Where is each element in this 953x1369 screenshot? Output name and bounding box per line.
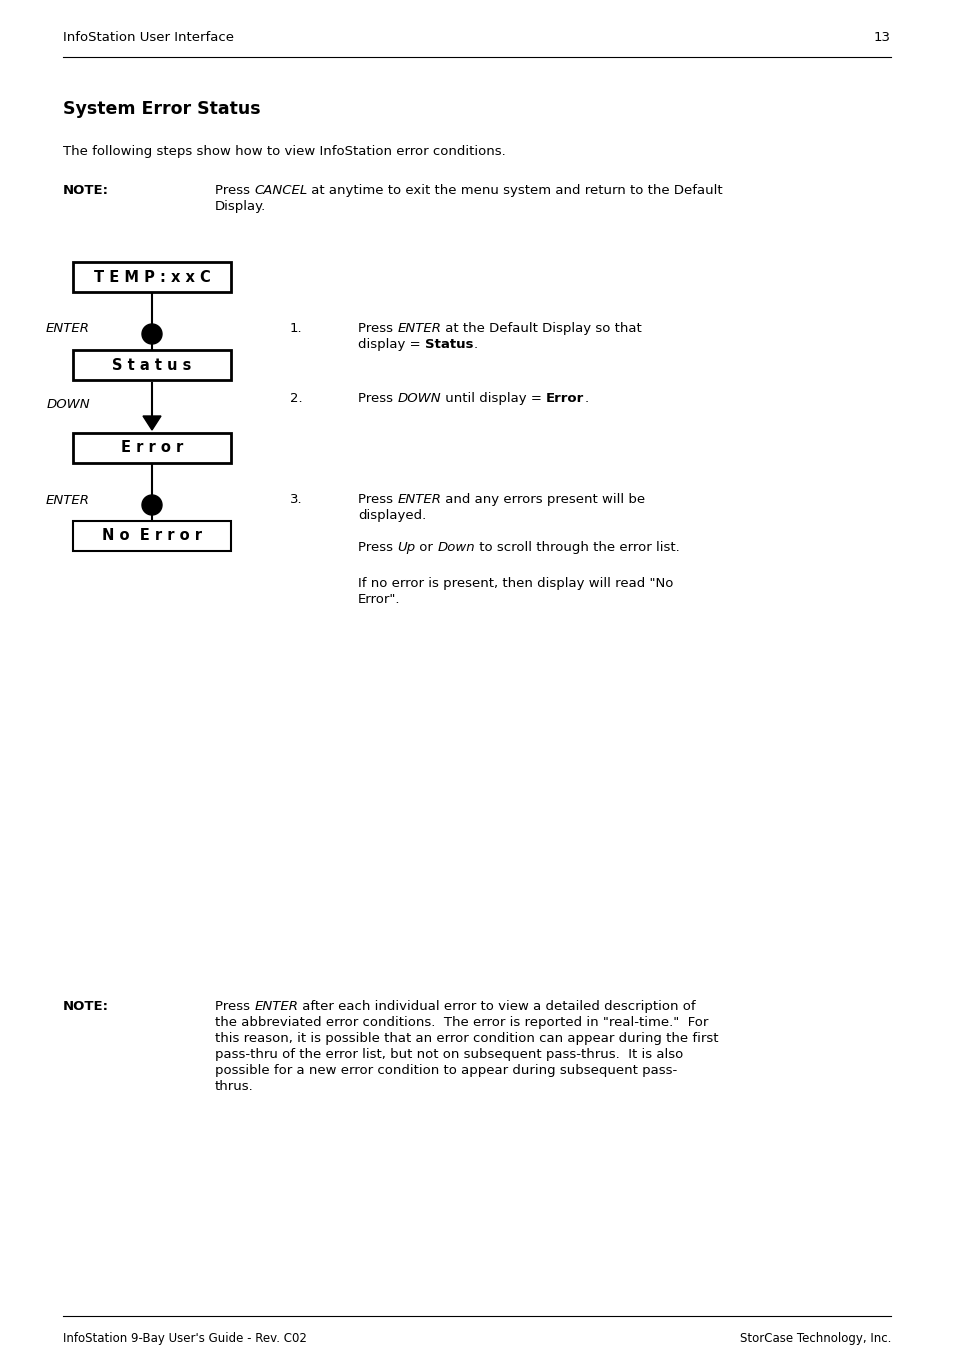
Text: at anytime to exit the menu system and return to the Default: at anytime to exit the menu system and r… <box>307 183 722 197</box>
Text: 13: 13 <box>873 31 890 44</box>
Text: display =: display = <box>357 338 424 350</box>
Text: InfoStation User Interface: InfoStation User Interface <box>63 31 233 44</box>
Text: and any errors present will be: and any errors present will be <box>441 493 644 507</box>
Text: ENTER: ENTER <box>396 493 441 507</box>
Text: after each individual error to view a detailed description of: after each individual error to view a de… <box>298 999 695 1013</box>
Text: InfoStation 9-Bay User's Guide - Rev. C02: InfoStation 9-Bay User's Guide - Rev. C0… <box>63 1332 307 1344</box>
Text: Press: Press <box>357 392 396 405</box>
Text: Error".: Error". <box>357 593 400 606</box>
Text: displayed.: displayed. <box>357 509 426 522</box>
Text: Error: Error <box>545 392 583 405</box>
Text: Up: Up <box>396 541 415 554</box>
Text: or: or <box>415 541 437 554</box>
Circle shape <box>142 496 162 515</box>
Text: Display.: Display. <box>214 200 266 214</box>
Text: Press: Press <box>357 493 396 507</box>
Text: DOWN: DOWN <box>47 398 90 412</box>
Text: until display =: until display = <box>440 392 545 405</box>
Text: N o  E r r o r: N o E r r o r <box>102 528 202 543</box>
Text: 3.: 3. <box>290 493 302 507</box>
Text: to scroll through the error list.: to scroll through the error list. <box>475 541 679 554</box>
Circle shape <box>142 324 162 344</box>
Text: Down: Down <box>437 541 475 554</box>
Text: Press: Press <box>357 541 396 554</box>
Text: the abbreviated error conditions.  The error is reported in "real-time."  For: the abbreviated error conditions. The er… <box>214 1016 708 1029</box>
Bar <box>73 522 231 550</box>
Text: Press: Press <box>214 999 254 1013</box>
Bar <box>73 261 231 292</box>
Text: ENTER: ENTER <box>46 323 90 335</box>
Text: NOTE:: NOTE: <box>63 999 109 1013</box>
Text: ENTER: ENTER <box>396 322 441 335</box>
Text: System Error Status: System Error Status <box>63 100 260 118</box>
Text: at the Default Display so that: at the Default Display so that <box>441 322 641 335</box>
Bar <box>73 433 231 463</box>
Text: S t a t u s: S t a t u s <box>112 357 192 372</box>
Text: ENTER: ENTER <box>254 999 298 1013</box>
Text: .: . <box>473 338 477 350</box>
Text: this reason, it is possible that an error condition can appear during the first: this reason, it is possible that an erro… <box>214 1032 718 1045</box>
Text: E r r o r: E r r o r <box>121 441 183 456</box>
Text: The following steps show how to view InfoStation error conditions.: The following steps show how to view Inf… <box>63 145 505 157</box>
Text: 1.: 1. <box>290 322 302 335</box>
Text: Press: Press <box>214 183 254 197</box>
Text: DOWN: DOWN <box>396 392 440 405</box>
Text: possible for a new error condition to appear during subsequent pass-: possible for a new error condition to ap… <box>214 1064 677 1077</box>
Text: If no error is present, then display will read "No: If no error is present, then display wil… <box>357 576 673 590</box>
Text: T E M P : x x C: T E M P : x x C <box>93 270 211 285</box>
Bar <box>73 350 231 381</box>
Text: ENTER: ENTER <box>46 493 90 507</box>
Text: .: . <box>583 392 588 405</box>
Text: 2.: 2. <box>290 392 302 405</box>
Text: Status: Status <box>424 338 473 350</box>
Text: StorCase Technology, Inc.: StorCase Technology, Inc. <box>739 1332 890 1344</box>
Polygon shape <box>143 416 161 430</box>
Text: CANCEL: CANCEL <box>254 183 307 197</box>
Text: Press: Press <box>357 322 396 335</box>
Text: NOTE:: NOTE: <box>63 183 109 197</box>
Text: thrus.: thrus. <box>214 1080 253 1092</box>
Text: pass-thru of the error list, but not on subsequent pass-thrus.  It is also: pass-thru of the error list, but not on … <box>214 1049 682 1061</box>
